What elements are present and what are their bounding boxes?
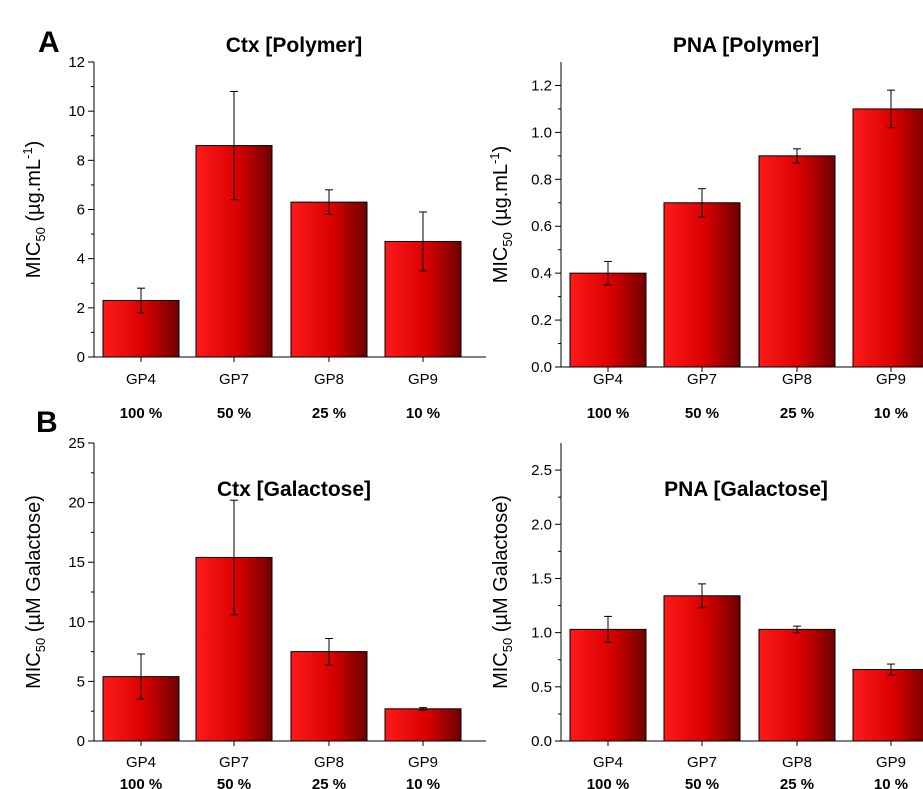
percent-label: 50 %: [685, 405, 719, 422]
percent-label: 100 %: [120, 405, 163, 422]
percent-label: 50 %: [217, 405, 251, 422]
y-tick-label: 0: [77, 733, 85, 750]
chart-panel-3: Ctx [Galactose] 0 5 10 15 20 25 MIC50 (µM Galac…: [23, 435, 486, 789]
category-label: GP4: [126, 754, 156, 771]
bar-gp7: [663, 202, 741, 368]
y-tick-label: 12: [68, 54, 85, 71]
percent-label: 100 %: [587, 776, 630, 789]
category-label: GP7: [687, 754, 717, 771]
chart-panel-1: Ctx [Polymer] 0 2 4 6 8 10 12 MIC50 (µg.mL-1) GP4…: [20, 34, 486, 422]
bar-gp8: [290, 201, 368, 358]
category-label: GP9: [408, 754, 438, 771]
chart-panel-4: PNA [Galactose] 0.0 0.5 1.0 1.5 2.0 2.5 MIC50 (…: [490, 443, 923, 789]
y-tick-label: 0.6: [531, 218, 552, 235]
bar-gp8: [758, 155, 836, 368]
y-tick-label: 15: [68, 554, 85, 571]
category-label: GP7: [687, 371, 717, 388]
category-label: GP7: [219, 371, 249, 388]
chart-title: PNA [Galactose]: [664, 478, 828, 501]
panel-letter-b: B: [36, 406, 58, 439]
bar-gp8: [290, 651, 368, 742]
bar-gp4: [569, 272, 647, 368]
percent-label: 10 %: [874, 405, 908, 422]
y-tick-label: 0: [77, 349, 85, 366]
y-tick-label: 20: [68, 495, 85, 512]
bar-gp8: [758, 628, 836, 742]
percent-label: 50 %: [685, 776, 719, 789]
panel-letter-a: A: [38, 26, 60, 59]
percent-label: 10 %: [406, 405, 440, 422]
category-label: GP9: [876, 371, 906, 388]
chart-title: PNA [Polymer]: [673, 34, 819, 57]
percent-label: 10 %: [874, 776, 908, 789]
bar-gp9: [384, 708, 462, 742]
y-tick-label: 2: [77, 300, 85, 317]
y-tick-label: 0.2: [531, 312, 552, 329]
bar-gp7: [663, 595, 741, 742]
y-tick-label: 5: [77, 673, 85, 690]
y-tick-label: 0.5: [531, 679, 552, 696]
y-tick-label: 1.5: [531, 570, 552, 587]
percent-label: 25 %: [780, 405, 814, 422]
category-label: GP8: [782, 754, 812, 771]
bar-gp4: [569, 628, 647, 742]
category-label: GP4: [593, 371, 623, 388]
percent-label: 10 %: [406, 776, 440, 789]
chart-title: Ctx [Galactose]: [217, 478, 371, 501]
category-label: GP8: [782, 371, 812, 388]
category-label: GP4: [593, 754, 623, 771]
y-tick-label: 0.4: [531, 265, 552, 282]
category-label: GP9: [408, 371, 438, 388]
y-tick-label: 8: [77, 152, 85, 169]
percent-label: 50 %: [217, 776, 251, 789]
percent-label: 100 %: [120, 776, 163, 789]
chart-panel-2: PNA [Polymer] 0.0 0.2 0.4 0.6 0.8 1.0 1.2 MIC50 …: [487, 34, 923, 422]
chart-title: Ctx [Polymer]: [226, 34, 363, 57]
charts-group: Ctx [Polymer] 0 2 4 6 8 10 12 MIC50 (µg.mL-1) GP4…: [20, 34, 923, 789]
y-tick-label: 0.0: [531, 733, 552, 750]
y-axis-label: MIC50 (µM Galactose): [490, 495, 515, 689]
y-axis-label: MIC50 (µM Galactose): [23, 495, 48, 689]
y-tick-label: 0.0: [531, 359, 552, 376]
percent-label: 25 %: [312, 776, 346, 789]
y-tick-label: 1.0: [531, 124, 552, 141]
category-label: GP7: [219, 754, 249, 771]
category-label: GP8: [314, 754, 344, 771]
y-axis-label: MIC50 (µg.mL-1): [487, 146, 515, 284]
category-label: GP4: [126, 371, 156, 388]
y-tick-label: 2.5: [531, 462, 552, 479]
y-axis-label: MIC50 (µg.mL-1): [20, 141, 48, 279]
bar-gp9: [852, 108, 923, 368]
bar-gp9: [852, 668, 923, 742]
y-tick-label: 1.2: [531, 77, 552, 94]
y-tick-label: 25: [68, 435, 85, 452]
category-label: GP9: [876, 754, 906, 771]
y-tick-label: 6: [77, 202, 85, 219]
y-tick-label: 4: [77, 251, 85, 268]
y-tick-label: 2.0: [531, 516, 552, 533]
y-tick-label: 10: [68, 103, 85, 120]
percent-label: 100 %: [587, 405, 630, 422]
y-tick-label: 1.0: [531, 625, 552, 642]
y-tick-label: 0.8: [531, 171, 552, 188]
percent-label: 25 %: [780, 776, 814, 789]
percent-label: 25 %: [312, 405, 346, 422]
y-tick-label: 10: [68, 614, 85, 631]
category-label: GP8: [314, 371, 344, 388]
